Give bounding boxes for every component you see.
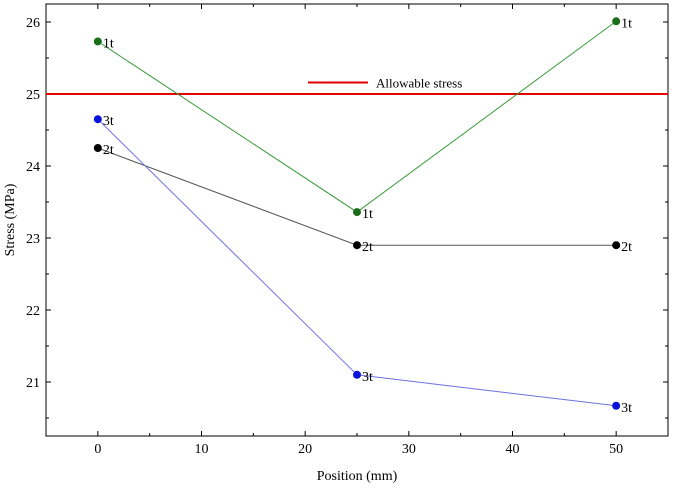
y-tick-label: 26: [26, 16, 40, 31]
x-axis-title: Position (mm): [317, 469, 398, 484]
point-label-3t: 3t: [103, 114, 114, 129]
point-label-2t: 2t: [621, 240, 632, 255]
data-point-1t: [353, 208, 361, 217]
series-line-1t: [97, 20, 617, 213]
point-label-2t: 2t: [103, 143, 114, 158]
x-tick-label: 30: [402, 442, 416, 457]
data-point-3t: [353, 370, 361, 379]
data-point-2t: [612, 241, 621, 250]
y-tick-label: 21: [26, 376, 40, 391]
point-label-2t: 2t: [362, 240, 373, 255]
series-line-2t: [97, 147, 617, 246]
point-label-1t: 1t: [103, 36, 114, 51]
data-point-3t: [612, 401, 621, 410]
data-point-2t: [93, 144, 102, 152]
y-tick-label: 25: [26, 88, 40, 103]
legend-label-allowable-stress: Allowable stress: [376, 75, 462, 90]
point-label-3t: 3t: [621, 401, 632, 416]
data-point-1t: [93, 37, 102, 46]
y-tick-label: 22: [26, 304, 40, 319]
x-tick-label: 40: [506, 442, 520, 457]
point-label-3t: 3t: [362, 370, 373, 385]
point-label-1t: 1t: [362, 207, 373, 222]
axis-tick-labels: 0 10 20 30 40 50 21 22 23 24 25 26: [26, 16, 623, 457]
series-layer: 1t 1t 1t 2t 2t 2t 3t 3t 3t: [93, 16, 632, 416]
data-point-3t: [93, 115, 102, 124]
x-tick-label: 20: [298, 442, 312, 457]
x-tick-label: 0: [94, 442, 101, 457]
series-line-3t: [97, 118, 617, 407]
data-point-1t: [612, 17, 621, 26]
axis-ticks: [45, 4, 669, 436]
y-tick-label: 24: [26, 160, 40, 175]
y-axis-title: Stress (MPa): [3, 183, 18, 256]
y-tick-label: 23: [26, 232, 40, 247]
x-tick-label: 10: [195, 442, 209, 457]
point-label-1t: 1t: [621, 16, 632, 31]
data-point-2t: [353, 241, 361, 250]
legend: Allowable stress: [308, 75, 462, 90]
x-tick-label: 50: [609, 442, 623, 457]
